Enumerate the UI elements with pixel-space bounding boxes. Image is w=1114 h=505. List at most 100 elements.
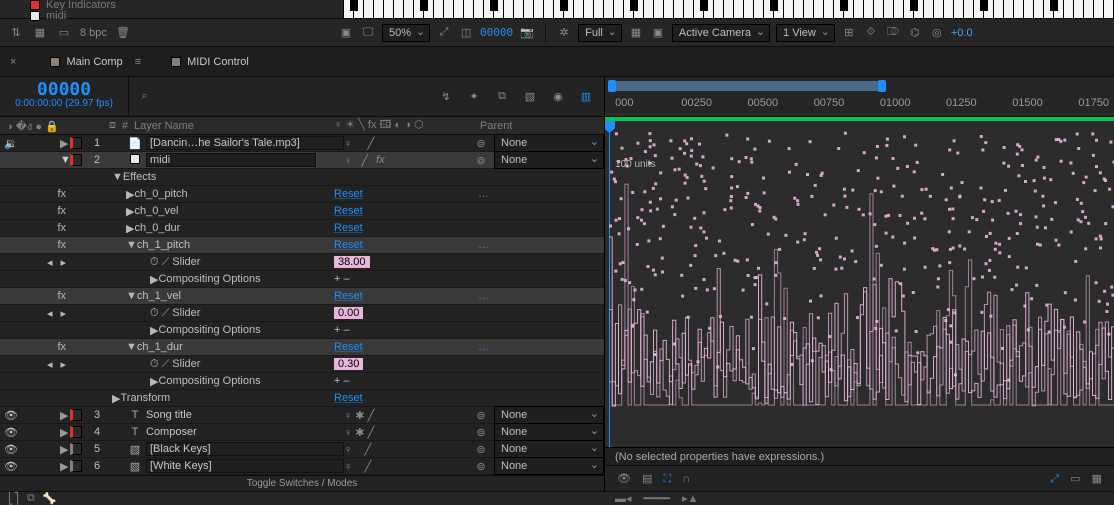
fit-selection-icon[interactable]: ▭: [1070, 473, 1080, 485]
always-preview-icon[interactable]: ▣: [338, 25, 354, 41]
reset-link[interactable]: Reset: [334, 188, 474, 200]
graph-editor-icon[interactable]: ▥: [578, 89, 594, 105]
prop-ch1-pitch-compopts[interactable]: ▶ Compositing Options + –: [0, 271, 604, 288]
slider-value[interactable]: 0.00: [334, 307, 363, 319]
prop-ch1-dur-slider[interactable]: ◂▸ ⏱ ⟋ Slider 0.30: [0, 356, 604, 373]
prop-ch1-vel[interactable]: fx ▼ ch_1_vel Reset …: [0, 288, 604, 305]
layer-name[interactable]: [Dancin…he Sailor's Tale.mp3]: [146, 136, 344, 150]
reset-link[interactable]: Reset: [334, 239, 474, 251]
prev-key-icon[interactable]: ◂: [47, 256, 53, 269]
layer-row[interactable]: 👁▶ 5 ▧ [Black Keys] ♀ ╱ ⊚None: [0, 441, 604, 458]
motion-blur-icon[interactable]: ▧: [522, 89, 538, 105]
slider-value[interactable]: 0.30: [334, 358, 363, 370]
prop-ch1-dur-compopts[interactable]: ▶ Compositing Options + –: [0, 373, 604, 390]
bit-depth-icon[interactable]: ▭: [56, 25, 72, 41]
options-link[interactable]: …: [474, 188, 604, 200]
twirl-icon[interactable]: ▼: [112, 171, 123, 183]
flowchart-icon[interactable]: ⌬: [907, 25, 923, 41]
project-flow-icon[interactable]: ⇅: [8, 25, 24, 41]
camera-dropdown[interactable]: Active Camera: [672, 24, 770, 42]
snapshot-icon[interactable]: 📷: [519, 25, 535, 41]
close-tab-icon[interactable]: ×: [10, 56, 16, 68]
parent-dropdown[interactable]: None: [494, 457, 604, 475]
frame-blend-icon[interactable]: ⧉: [494, 89, 510, 105]
layer-name[interactable]: [Black Keys]: [146, 442, 344, 456]
prop-ch0-pitch[interactable]: fx ▶ ch_0_pitch Reset …: [0, 186, 604, 203]
parent-dropdown[interactable]: None: [494, 440, 604, 458]
layer-name[interactable]: [White Keys]: [146, 459, 344, 473]
zoom-out-icon[interactable]: ▬◂: [615, 492, 632, 505]
exposure-value[interactable]: +0.0: [951, 27, 973, 39]
prop-ch1-dur[interactable]: fx ▼ ch_1_dur Reset …: [0, 339, 604, 356]
work-area-bar[interactable]: [610, 81, 884, 91]
auto-zoom-icon[interactable]: ⤢: [1050, 473, 1059, 485]
zoom-slider[interactable]: ━━━━: [644, 492, 671, 505]
options-link[interactable]: …: [474, 341, 604, 353]
parent-dropdown[interactable]: None: [494, 151, 604, 169]
brackets-icon[interactable]: ⎣⎤: [8, 492, 19, 505]
pickwhip-icon[interactable]: ⊚: [474, 137, 488, 150]
show-props-icon[interactable]: 👁: [617, 473, 631, 485]
layer-row[interactable]: 👁▶ 4 T Composer ♀ ✱ ╱ ⊚None: [0, 424, 604, 441]
prop-ch0-dur[interactable]: fx ▶ ch_0_dur Reset: [0, 220, 604, 237]
toggle-switches-modes-button[interactable]: Toggle Switches / Modes: [0, 475, 604, 491]
zoom-in-icon[interactable]: ▸▲: [682, 492, 698, 505]
fit-all-icon[interactable]: ▦: [1092, 473, 1102, 485]
timeline-icon[interactable]: ⎄: [885, 25, 901, 41]
audio-icon[interactable]: 🔉: [4, 137, 18, 150]
layer-name[interactable]: midi: [146, 153, 316, 167]
zoom-dropdown[interactable]: 50%: [382, 24, 430, 42]
view-count-dropdown[interactable]: 1 View: [776, 24, 835, 42]
resolution-dropdown[interactable]: Full: [578, 24, 622, 42]
transform-group[interactable]: ▶ Transform Reset: [0, 390, 604, 407]
layer-switches[interactable]: ♀ ╱: [344, 137, 474, 150]
reset-link[interactable]: Reset: [334, 341, 474, 353]
current-time-display[interactable]: 00000: [480, 26, 513, 39]
options-link[interactable]: …: [474, 239, 604, 251]
tab-midi-control[interactable]: MIDI Control: [171, 56, 249, 68]
layer-row[interactable]: 👁▶ 6 ▧ [White Keys] ♀ ╱ ⊚None: [0, 458, 604, 475]
parent-dropdown[interactable]: None: [494, 423, 604, 441]
tab-main-comp[interactable]: Main Comp: [50, 56, 141, 68]
time-ruler[interactable]: 00000250005000075001000012500150001750: [605, 77, 1114, 117]
comp-mini-flowchart-icon[interactable]: ↯: [438, 89, 454, 105]
work-area-end-handle[interactable]: [878, 80, 886, 92]
pixel-aspect-icon[interactable]: ⊞: [841, 25, 857, 41]
layer-row[interactable]: 👁▶ 3 T Song title ♀ ✱ ╱ ⊚None: [0, 407, 604, 424]
channels-icon[interactable]: ✲: [556, 25, 572, 41]
roi-icon[interactable]: ◫: [458, 25, 474, 41]
full-res-icon[interactable]: ⤢: [436, 25, 452, 41]
trash-icon[interactable]: 🗑: [115, 25, 131, 41]
render-queue-icon[interactable]: ▦: [32, 25, 48, 41]
reset-exposure-icon[interactable]: ◎: [929, 25, 945, 41]
av-columns-icon[interactable]: ◑ �ง ● 🔒: [6, 117, 59, 135]
slider-value[interactable]: 38.00: [334, 256, 370, 268]
next-key-icon[interactable]: ▸: [60, 256, 66, 269]
pickwhip-icon[interactable]: ⊚: [474, 154, 488, 167]
prop-ch1-vel-compopts[interactable]: ▶ Compositing Options + –: [0, 322, 604, 339]
bone-icon[interactable]: 🦴: [43, 492, 57, 505]
layer-switches[interactable]: ♀ ╱ fx: [344, 154, 474, 167]
layer-name[interactable]: Composer: [146, 426, 344, 438]
stopwatch-icon[interactable]: ⏱ ⟋: [150, 256, 169, 269]
mask-visibility-icon[interactable]: ▣: [650, 25, 666, 41]
snap-icon[interactable]: ∩: [682, 473, 690, 485]
monitor-icon[interactable]: 🖵: [360, 25, 376, 41]
comp-opts-pm[interactable]: + –: [334, 273, 474, 285]
parent-dropdown[interactable]: None: [494, 406, 604, 424]
current-frame-counter[interactable]: 00000: [0, 79, 128, 100]
graph-options-icon[interactable]: ▤: [642, 473, 652, 485]
prop-ch1-pitch-slider[interactable]: ◂▸ ⏱ ⟋ Slider 38.00: [0, 254, 604, 271]
reset-link[interactable]: Reset: [334, 392, 474, 404]
layer-color-swatch[interactable]: [70, 154, 82, 166]
work-area-start-handle[interactable]: [608, 80, 616, 92]
twirl-icon[interactable]: ▶: [60, 137, 70, 150]
layer-search-input[interactable]: [152, 91, 438, 103]
draft3d-icon[interactable]: ✦: [466, 89, 482, 105]
prop-ch0-vel[interactable]: fx ▶ ch_0_vel Reset: [0, 203, 604, 220]
twirl-icon[interactable]: ▶: [126, 188, 134, 201]
parent-dropdown[interactable]: None: [494, 135, 604, 152]
transparency-grid-icon[interactable]: ▦: [628, 25, 644, 41]
fast-previews-icon[interactable]: ⟐: [863, 25, 879, 41]
value-graph[interactable]: 100 units: [605, 121, 1114, 447]
